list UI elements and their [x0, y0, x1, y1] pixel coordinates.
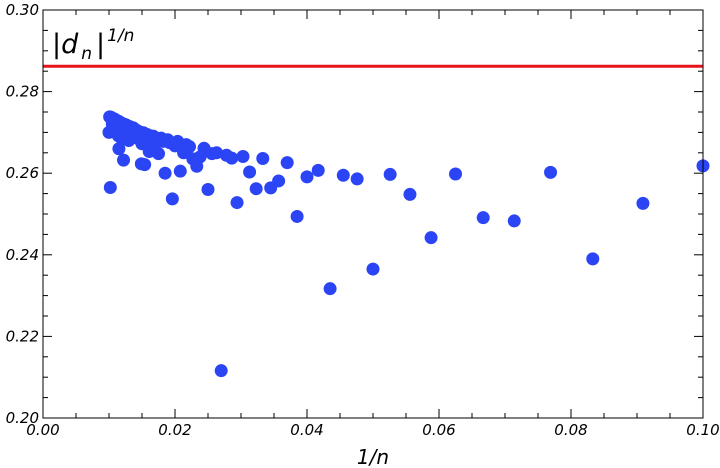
annotation-bar: | — [96, 29, 105, 60]
data-point — [201, 183, 215, 197]
y-tick-label: 0.24 — [6, 246, 39, 264]
data-point — [449, 167, 462, 181]
data-point — [264, 181, 278, 195]
x-tick-label: 0.10 — [686, 421, 719, 439]
y-tick-label: 0.22 — [6, 327, 39, 345]
x-tick-label: 0.06 — [422, 421, 455, 439]
y-tick-label: 0.30 — [6, 1, 39, 19]
data-point — [383, 167, 397, 181]
data-point — [117, 153, 131, 167]
data-point — [544, 165, 558, 179]
y-tick-label: 0.26 — [6, 164, 39, 182]
y-tick-label: 0.20 — [6, 409, 39, 427]
y-tick-label: 0.28 — [6, 83, 39, 101]
data-point — [236, 149, 250, 163]
data-point — [102, 125, 116, 139]
data-point — [424, 231, 438, 245]
data-point — [165, 192, 179, 206]
annotation-superscript: 1/n — [107, 26, 134, 46]
data-point — [280, 156, 294, 170]
data-point — [336, 168, 350, 182]
data-point — [103, 110, 117, 124]
data-point — [230, 196, 244, 210]
data-point — [350, 172, 364, 186]
plot-frame — [42, 9, 704, 419]
data-point — [158, 166, 172, 180]
data-point — [507, 214, 521, 228]
x-axis-title: 1/n — [357, 445, 389, 468]
x-tick-label: 0.00 — [26, 421, 59, 439]
data-point — [243, 165, 257, 179]
data-point — [256, 152, 270, 166]
data-point — [586, 252, 600, 266]
data-point — [290, 209, 304, 223]
annotation-main: |d — [52, 29, 79, 60]
data-point — [323, 282, 337, 296]
plot-background — [43, 10, 703, 418]
annotation-subscript: n — [81, 44, 92, 64]
data-points — [102, 110, 710, 378]
data-point — [103, 180, 117, 194]
annotation-label: |d n | 1/n — [52, 26, 134, 64]
data-point — [219, 148, 233, 162]
data-point — [173, 164, 187, 178]
data-point — [366, 262, 380, 276]
x-tick-label: 0.02 — [158, 421, 191, 439]
tick-labels: 0.00 0.02 0.04 0.06 0.08 0.10 0.20 0.22 0.24 0.26… — [6, 1, 720, 439]
data-point — [249, 182, 263, 196]
data-point — [134, 157, 148, 171]
x-tick-label: 0.04 — [290, 421, 323, 439]
data-point — [476, 211, 490, 225]
data-point — [214, 364, 228, 378]
x-tick-label: 0.08 — [554, 421, 587, 439]
data-point — [186, 152, 200, 166]
data-point — [311, 163, 325, 177]
data-point — [135, 137, 149, 151]
data-point — [403, 187, 417, 201]
data-point — [300, 170, 314, 184]
data-point — [636, 196, 650, 210]
